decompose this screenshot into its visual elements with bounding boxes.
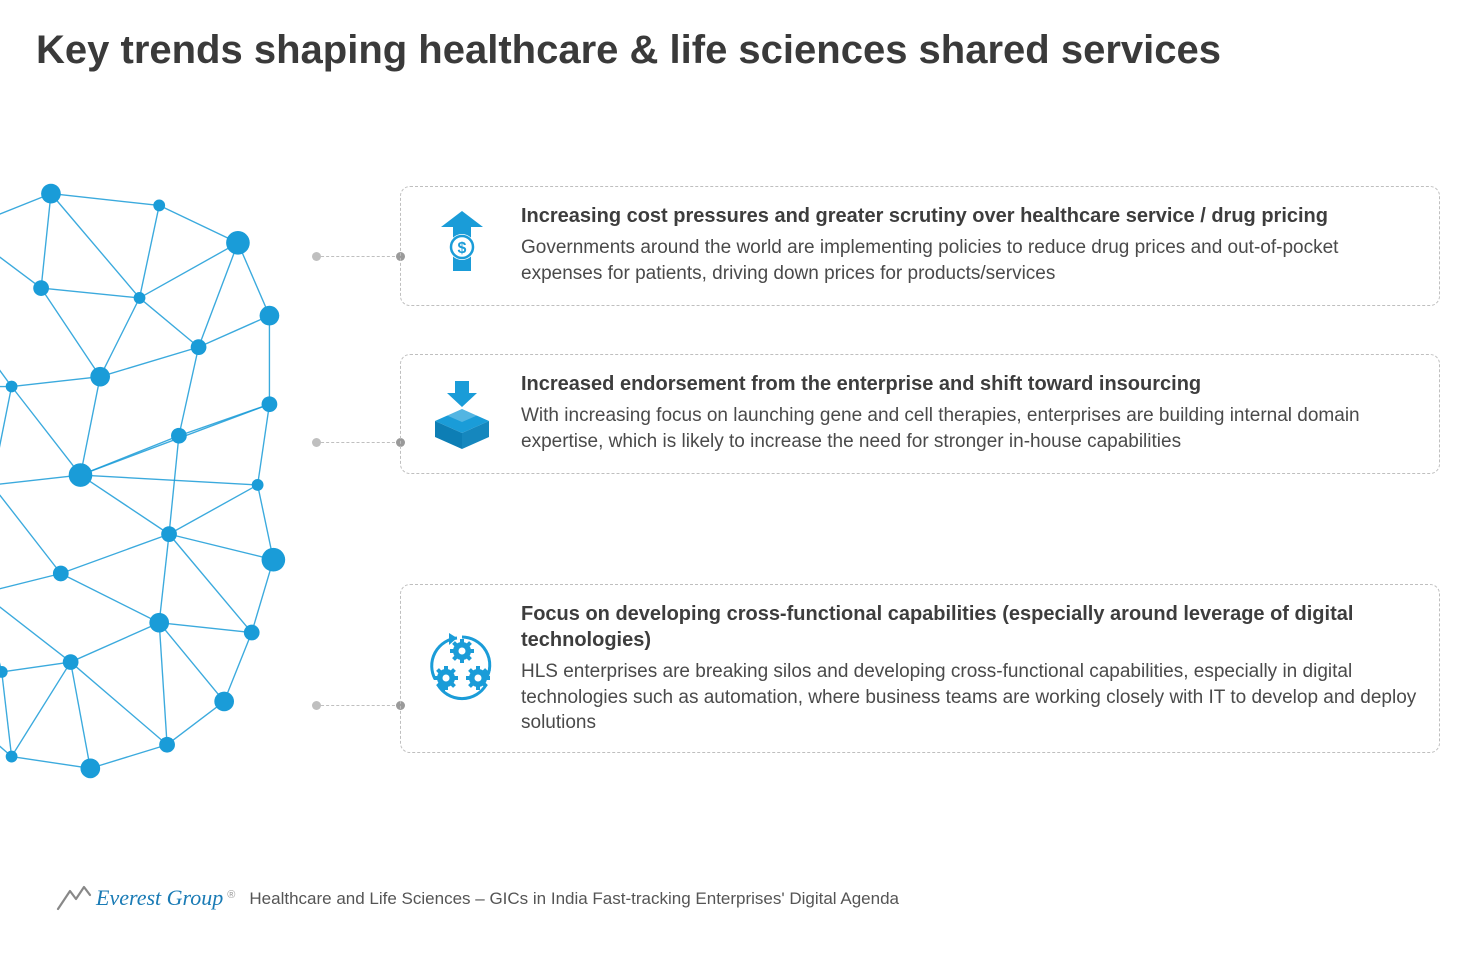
card-body: With increasing focus on launching gene … [521,403,1417,454]
card-body: Governments around the world are impleme… [521,235,1417,286]
card-title: Increasing cost pressures and greater sc… [521,203,1417,229]
dollar-arrow-up-icon: $ [427,211,497,281]
trend-card-cost-pressure: $ Increasing cost pressures and greater … [400,186,1440,306]
trend-card-cross-functional: Focus on developing cross-functional cap… [400,584,1440,753]
logo-registered: ® [227,889,235,901]
box-arrow-in-icon [427,379,497,449]
gears-triangle-icon [427,633,497,703]
trend-card-insourcing: Increased endorsement from the enterpris… [400,354,1440,474]
logo-text: Everest Group [96,885,223,911]
footer-tagline: Healthcare and Life Sciences – GICs in I… [249,889,899,911]
network-diagram [0,170,360,790]
page-title: Key trends shaping healthcare & life sci… [36,28,1221,73]
footer: Everest Group ® Healthcare and Life Scie… [56,885,899,911]
cards-container: $ Increasing cost pressures and greater … [400,186,1440,753]
svg-text:$: $ [458,240,467,257]
card-title: Increased endorsement from the enterpris… [521,371,1417,397]
everest-group-logo: Everest Group ® [56,885,235,911]
card-body: HLS enterprises are breaking silos and d… [521,659,1417,736]
mountain-icon [56,885,92,911]
card-title: Focus on developing cross-functional cap… [521,601,1417,653]
